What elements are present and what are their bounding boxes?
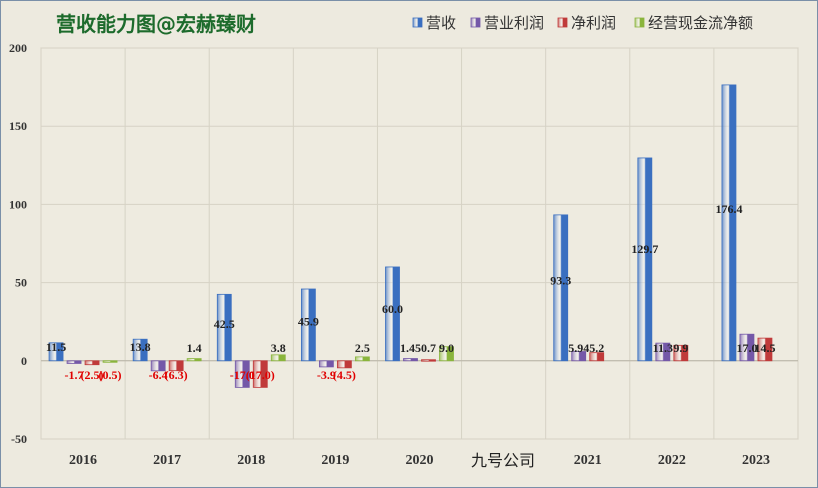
legend-label: 营收	[426, 14, 456, 32]
bar	[354, 356, 370, 362]
data-label: 2.5	[355, 341, 370, 355]
bar	[655, 342, 671, 362]
y-axis: 200 150 100 50 0 -50	[9, 41, 27, 446]
bar	[318, 360, 334, 368]
data-label: 129.7	[631, 242, 658, 256]
x-tick-label: 2023	[742, 453, 770, 468]
x-tick-label: 2018	[237, 453, 265, 468]
y-tick-label: 100	[9, 197, 27, 211]
data-label: 9.0	[439, 341, 454, 355]
data-label: -3.9	[317, 368, 336, 382]
grid	[40, 47, 799, 440]
data-label: (6.3)	[165, 368, 188, 382]
data-label: 45.9	[298, 314, 319, 328]
plot-area	[40, 47, 799, 440]
x-tick-label: 2019	[321, 453, 349, 468]
bar	[48, 342, 64, 362]
bars	[48, 84, 773, 388]
bar	[252, 360, 268, 388]
bar	[300, 288, 316, 362]
chart-title: 营收能力图@宏赫臻财	[56, 12, 256, 36]
bar	[270, 354, 286, 362]
y-tick-label: 50	[15, 276, 27, 290]
bar	[553, 214, 569, 362]
y-tick-label: 0	[21, 354, 27, 368]
bar	[421, 359, 436, 362]
data-label: 13.8	[130, 340, 151, 354]
data-label: 9.9	[673, 341, 688, 355]
legend: 营收 营业利润 净利润 经营现金流净额	[412, 14, 753, 32]
data-label: -1.7	[65, 368, 84, 382]
data-label: 14.5	[754, 341, 775, 355]
bar	[132, 338, 148, 362]
legend-label: 营业利润	[484, 14, 544, 32]
data-label: -17.0	[230, 368, 255, 382]
data-label: -6.4	[149, 368, 168, 382]
bar	[84, 360, 100, 366]
legend-swatch	[557, 17, 568, 28]
data-label: 60.0	[382, 302, 403, 316]
bar	[216, 293, 232, 362]
bar	[721, 84, 737, 362]
x-tick-label: 2021	[574, 453, 602, 468]
bar	[589, 352, 605, 362]
y-tick-label: 150	[9, 119, 27, 133]
bar	[403, 358, 418, 362]
x-axis: 2016 2017 2018 2019 2020 2021 2022 2023	[69, 453, 770, 468]
bar	[439, 346, 454, 362]
legend-swatch	[470, 17, 481, 28]
data-label: (2.5)	[81, 368, 104, 382]
data-label: 5.94	[568, 341, 589, 355]
bar	[66, 360, 82, 364]
data-label: 1.45	[400, 341, 421, 355]
y-tick-label: -50	[11, 432, 27, 446]
data-label: 1.4	[187, 341, 202, 355]
bar	[637, 157, 653, 362]
bar	[234, 360, 250, 388]
bar	[673, 344, 689, 362]
bar	[186, 358, 202, 362]
bar	[102, 360, 118, 363]
data-label: 0.7	[421, 341, 436, 355]
legend-label: 经营现金流净额	[648, 14, 753, 32]
data-label: 11.3	[653, 341, 673, 355]
x-tick-label: 2020	[406, 453, 434, 468]
bar	[150, 360, 166, 372]
data-label: (4.5)	[333, 368, 356, 382]
data-label: 93.3	[550, 274, 571, 288]
legend-label: 净利润	[571, 14, 616, 32]
data-label: (17.0)	[246, 368, 275, 382]
data-label: (0.5)	[99, 368, 122, 382]
legend-swatch	[412, 17, 423, 28]
x-tick-label: 2016	[69, 453, 97, 468]
x-tick-label: 2017	[153, 453, 181, 468]
y-tick-label: 200	[9, 41, 27, 55]
data-label: 5.2	[589, 341, 604, 355]
legend-swatch	[634, 17, 645, 28]
x-axis-title: 九号公司	[471, 451, 535, 470]
bar	[385, 266, 400, 362]
data-label: 11.5	[46, 340, 66, 354]
data-labels: 11.5 -1.7(2.5)(0.5) 13.8 -6.4(6.3) 1.4 42.5 -1…	[46, 202, 776, 382]
data-label: 17.0	[736, 341, 757, 355]
bar	[571, 351, 587, 362]
bar	[739, 333, 755, 362]
data-label: 3.8	[271, 341, 286, 355]
data-label: 42.5	[214, 317, 235, 331]
data-label: 176.4	[715, 202, 742, 216]
bar	[168, 360, 184, 372]
bar	[336, 360, 352, 369]
bar	[757, 337, 773, 362]
x-tick-label: 2022	[658, 453, 686, 468]
